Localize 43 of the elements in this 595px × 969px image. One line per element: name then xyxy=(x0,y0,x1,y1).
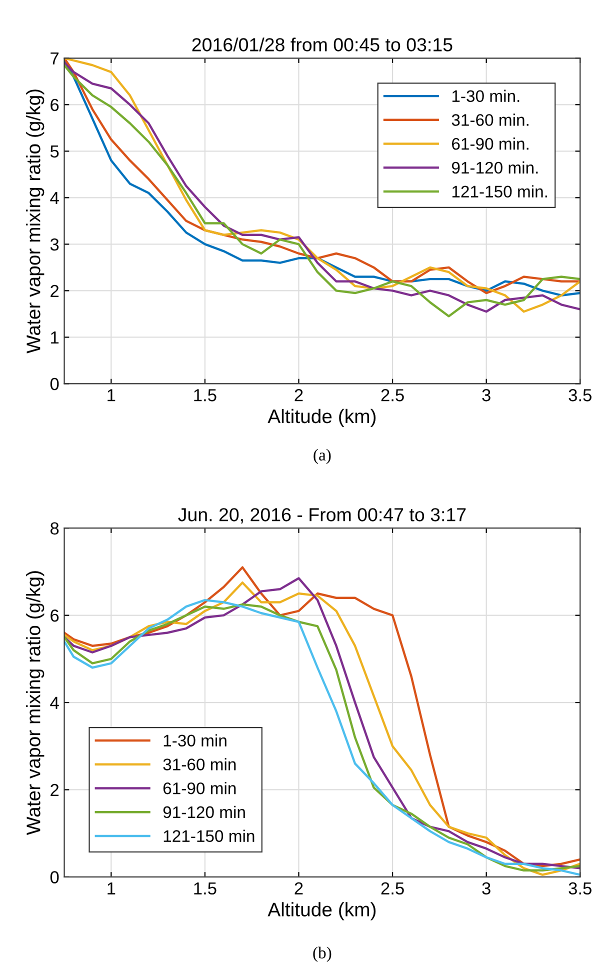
x-tick-label: 2.5 xyxy=(381,882,404,895)
x-tick-label: 1 xyxy=(108,389,116,402)
x-tick-label: 1 xyxy=(108,882,116,894)
x-tick-label: 2.5 xyxy=(381,389,404,402)
y-axis-title: Water vapor mixing ratio (g/kg) xyxy=(26,571,44,835)
y-tick-label: 6 xyxy=(50,98,59,112)
legend-label: 91-120 min xyxy=(163,806,245,818)
y-axis-title: Water vapor mixing ratio (g/kg) xyxy=(26,90,44,354)
y-tick-label: 6 xyxy=(50,609,59,622)
legend-label: 121-150 min. xyxy=(452,185,547,198)
legend-label: 1-30 min. xyxy=(452,90,520,102)
x-tick-label: 2 xyxy=(294,882,303,894)
text: (a) xyxy=(314,448,331,464)
y-tick-label: 0 xyxy=(50,378,59,390)
chart-title: 2016/01/28 from 00:45 to 03:15 xyxy=(192,38,452,52)
legend-label: 31-60 min xyxy=(163,758,236,770)
y-tick-label: 0 xyxy=(50,871,59,884)
legend-label: 91-120 min. xyxy=(452,161,538,174)
legend-label: 61-90 min xyxy=(163,782,236,794)
x-tick-label: 3.5 xyxy=(568,389,592,402)
y-tick-label: 3 xyxy=(50,238,59,251)
legend-label: 121-150 min xyxy=(164,830,254,842)
x-axis-title: Altitude (km) xyxy=(268,408,376,428)
y-tick-label: 8 xyxy=(50,522,59,535)
legend-label: 31-60 min. xyxy=(452,114,528,126)
y-tick-label: 2 xyxy=(50,284,59,297)
legend-label: 61-90 min. xyxy=(452,138,528,150)
x-tick-label: 1.5 xyxy=(194,882,216,895)
y-tick-label: 7 xyxy=(50,52,59,64)
x-tick-label: 3.5 xyxy=(568,882,592,895)
x-tick-label: 1.5 xyxy=(194,389,216,402)
legend-label: 1-30 min xyxy=(164,734,226,747)
y-tick-label: 5 xyxy=(50,146,59,158)
y-tick-label: 2 xyxy=(50,784,59,796)
y-tick-label: 4 xyxy=(50,192,59,204)
x-tick-label: 3 xyxy=(482,882,490,895)
y-tick-label: 1 xyxy=(51,332,59,344)
chart-title: Jun. 20, 2016 - From 00:47 to 3:17 xyxy=(178,508,466,524)
text: (b) xyxy=(313,946,332,962)
x-axis-title: Altitude (km) xyxy=(268,902,376,920)
y-tick-label: 4 xyxy=(50,696,59,709)
x-tick-label: 3 xyxy=(482,389,490,402)
x-tick-label: 2 xyxy=(294,389,303,402)
